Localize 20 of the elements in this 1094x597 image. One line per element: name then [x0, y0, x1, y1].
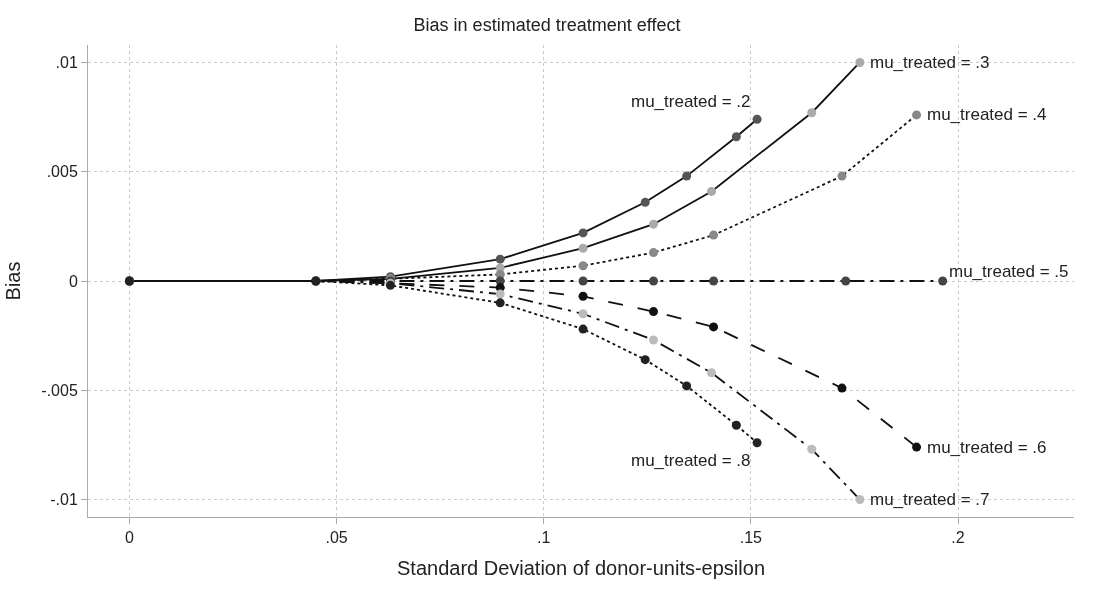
x-tick-label: .1 — [537, 529, 551, 547]
y-tick-label: -.005 — [41, 381, 78, 399]
annotation: mu_treated = .4 — [927, 105, 1047, 124]
x-tick-label: .05 — [325, 529, 348, 547]
x-tick-label: .15 — [739, 529, 763, 547]
annotation: mu_treated = .5 — [949, 262, 1069, 281]
x-axis-title: Standard Deviation of donor-units-epsilon — [397, 556, 765, 579]
y-tick-label: -.01 — [50, 491, 78, 509]
x-tick-label: 0 — [124, 529, 134, 547]
y-tick-label: .005 — [46, 163, 78, 181]
annotation: mu_treated = .6 — [927, 438, 1047, 457]
y-tick-label: .01 — [55, 54, 78, 72]
annotation: mu_treated = .2 — [631, 92, 751, 111]
y-tick-label: 0 — [68, 272, 78, 290]
y-axis-title: Bias — [1, 261, 24, 301]
chart-title: Bias in estimated treatment effect — [413, 14, 681, 35]
annotation: mu_treated = .8 — [631, 451, 751, 470]
annotation: mu_treated = .3 — [870, 53, 990, 72]
x-tick-label: .2 — [951, 529, 965, 547]
annotation: mu_treated = .7 — [870, 490, 990, 509]
